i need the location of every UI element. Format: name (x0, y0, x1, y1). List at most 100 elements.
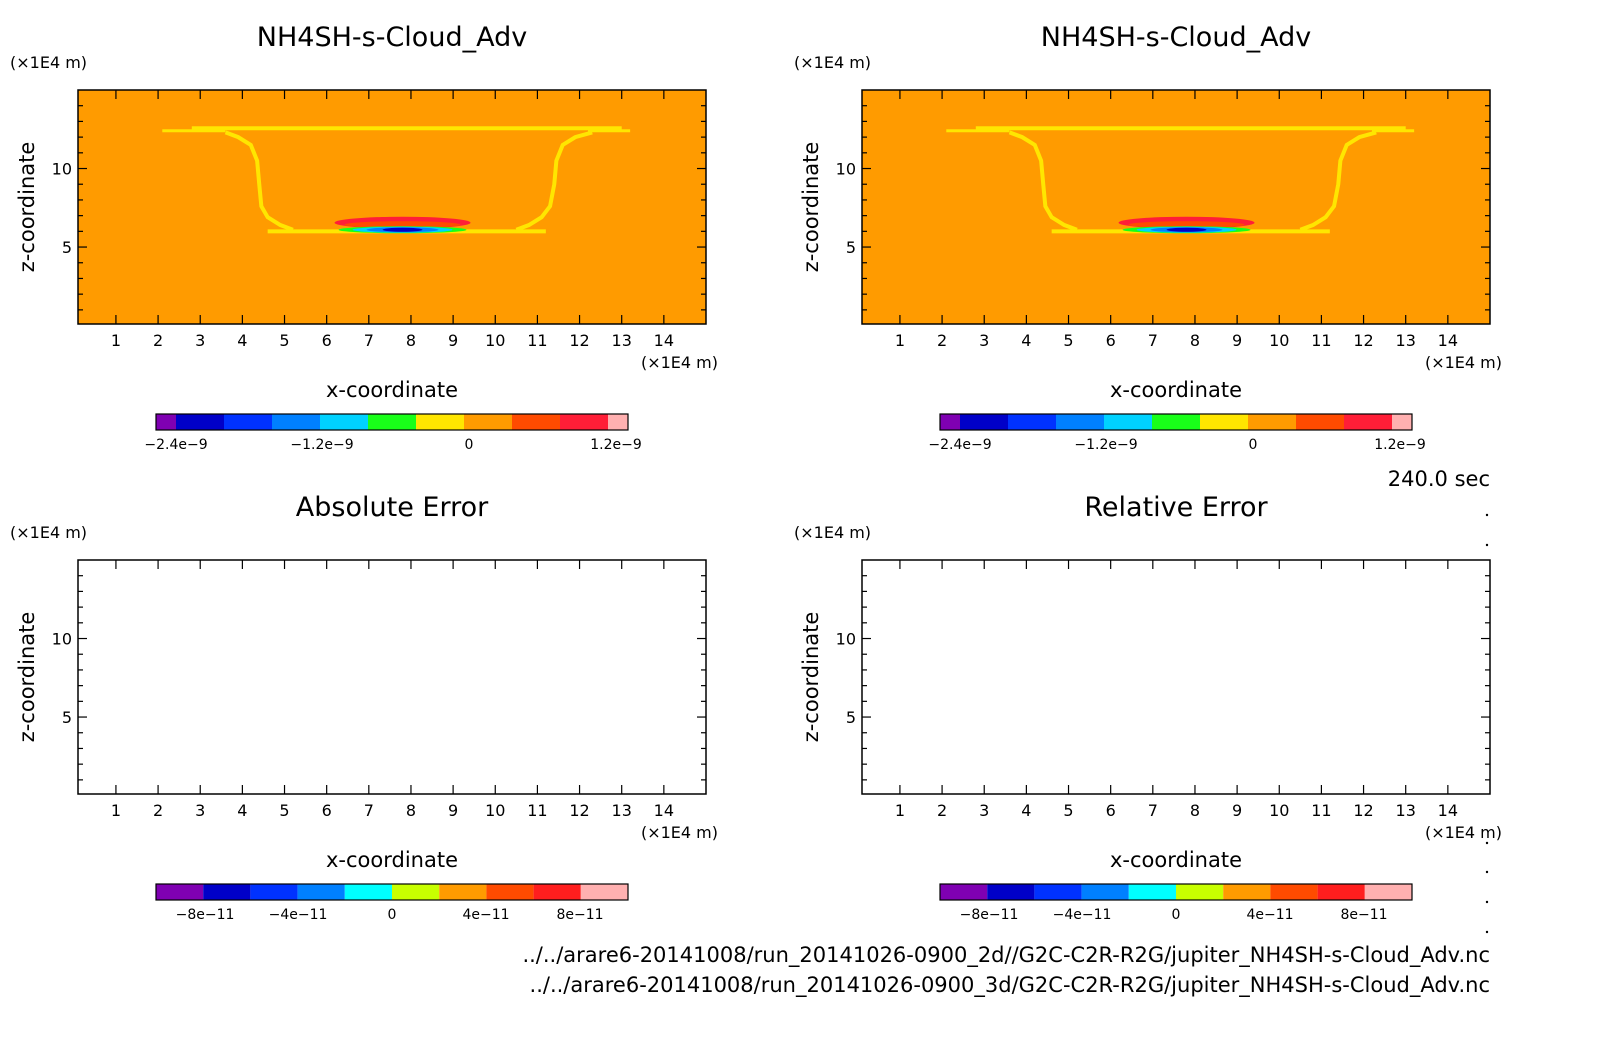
colorbar-segment (392, 884, 440, 900)
colorbar (939, 883, 1413, 901)
cloud-left-wall (224, 130, 294, 232)
x-tick-label: 12 (1353, 801, 1373, 820)
positive-core (1128, 221, 1245, 229)
colorbar-segment (1128, 884, 1176, 900)
x-axis-label: x-coordinate (326, 848, 458, 872)
plot-frame (77, 559, 707, 795)
colorbar-tick-label: 0 (388, 907, 397, 923)
x-tick-labels: 1 2 3 4 5 6 7 8 9 10 11 12 13 14 (895, 331, 1458, 350)
x-axis-label: x-coordinate (1110, 848, 1242, 872)
negative-core (382, 227, 423, 232)
colorbar-segment (1270, 884, 1318, 900)
colorbar-labels: −2.4e−9 −1.2e−9 0 1.2e−9 (144, 437, 641, 453)
colorbar-labels: −2.4e−9 −1.2e−9 0 1.2e−9 (928, 437, 1425, 453)
cloud-top-left-tip (162, 129, 226, 133)
x-tick-label: 3 (979, 801, 989, 820)
chart-title: Relative Error (1084, 492, 1268, 523)
colorbar-tick-label: 0 (1172, 907, 1181, 923)
x-tick-label: 13 (612, 331, 632, 350)
file-path-2d: ../../arare6-20141008/run_20141026-0900_… (522, 943, 1490, 968)
chart-title: NH4SH-s-Cloud_Adv (257, 22, 527, 53)
x-tick-label: 1 (895, 331, 905, 350)
colorbar-labels: −8e−11 −4e−11 0 4e−11 8e−11 (960, 907, 1388, 923)
cloud-top-left-tip (946, 129, 1010, 133)
colorbar-segment (1200, 414, 1248, 430)
y-tick-label: 5 (62, 238, 72, 257)
plot-area (862, 560, 1490, 794)
x-tick-label: 14 (654, 331, 674, 350)
cloud-field (946, 126, 1415, 234)
y-tick-label: 5 (62, 708, 72, 727)
x-tick-label: 8 (406, 331, 416, 350)
cloud-left-wall (1008, 130, 1078, 232)
x-unit-label: (×1E4 m) (641, 823, 718, 842)
colorbar-segment (960, 414, 1008, 430)
colorbar-segment (1248, 414, 1296, 430)
colorbar-tick-label: 1.2e−9 (1374, 437, 1426, 453)
time-label: 240.0 sec (1388, 467, 1490, 491)
plot-frame (861, 559, 1491, 795)
x-tick-label: 2 (153, 801, 163, 820)
colorbar-segment (512, 414, 560, 430)
x-tick-label: 12 (569, 331, 589, 350)
panel-top-left: NH4SH-s-Cloud_Adv (×1E4 m) 1 2 3 4 5 6 7 8 9 10 11… (10, 22, 718, 453)
y-tick-label: 10 (836, 160, 856, 179)
cloud-top-right-tip (1371, 129, 1415, 133)
x-tick-label: 14 (1438, 801, 1458, 820)
x-tick-label: 14 (654, 801, 674, 820)
x-tick-label: 7 (364, 331, 374, 350)
colorbar-segment (1081, 884, 1129, 900)
y-unit-label: (×1E4 m) (10, 523, 87, 542)
x-tick-label: 7 (364, 801, 374, 820)
colorbar-segment (1152, 414, 1200, 430)
x-tick-label: 9 (448, 331, 458, 350)
colorbar-segment (203, 884, 251, 900)
y-tick-label: 5 (846, 238, 856, 257)
x-tick-label: 2 (937, 331, 947, 350)
colorbar-segment (272, 414, 320, 430)
y-tick-label: 10 (836, 630, 856, 649)
colorbar-tick-label: −4e−11 (269, 907, 328, 923)
colorbar-segment (1104, 414, 1152, 430)
panel-bottom-right: Relative Error (×1E4 m) 1 2 3 4 5 6 7 8 9 10 11 12 1… (794, 492, 1502, 923)
x-tick-label: 4 (1021, 331, 1031, 350)
colorbar-segment (464, 414, 512, 430)
y-unit-label: (×1E4 m) (10, 53, 87, 72)
x-tick-label: 11 (1311, 331, 1331, 350)
colorbar-segment (1034, 884, 1082, 900)
colorbar-segment (1392, 414, 1412, 430)
x-tick-label: 12 (1353, 331, 1373, 350)
colorbar-segment (156, 884, 204, 900)
y-axis-label: z-coordinate (799, 142, 823, 273)
margin-dots (1485, 513, 1489, 934)
colorbar-frame (155, 883, 629, 901)
colorbar-segment (368, 414, 416, 430)
panel-top-right: NH4SH-s-Cloud_Adv (×1E4 m) 1 2 3 4 5 6 7 8 9 10 11… (794, 22, 1502, 453)
negative-core (1166, 227, 1207, 232)
x-tick-label: 7 (1148, 801, 1158, 820)
chart-title: NH4SH-s-Cloud_Adv (1041, 22, 1311, 53)
colorbar-segment (416, 414, 464, 430)
colorbar (155, 413, 629, 431)
x-tick-label: 5 (279, 801, 289, 820)
y-axis-label: z-coordinate (15, 142, 39, 273)
x-tick-label: 9 (1232, 331, 1242, 350)
axis-ticks (78, 90, 706, 324)
x-tick-label: 13 (612, 801, 632, 820)
file-path-3d: ../../arare6-20141008/run_20141026-0900_… (530, 973, 1490, 998)
x-tick-label: 13 (1396, 331, 1416, 350)
colorbar-segment (987, 884, 1035, 900)
x-tick-label: 2 (937, 801, 947, 820)
x-tick-label: 11 (527, 801, 547, 820)
cloud-field (162, 126, 631, 234)
colorbar-tick-label: −1.2e−9 (290, 437, 353, 453)
cloud-top-band (191, 126, 622, 131)
colorbar-tick-label: 8e−11 (556, 907, 603, 923)
x-tick-label: 13 (1396, 801, 1416, 820)
colorbar-segment (1223, 884, 1271, 900)
x-axis-label: x-coordinate (326, 378, 458, 402)
colorbar-tick-label: −2.4e−9 (144, 437, 207, 453)
colorbar-segment (940, 884, 988, 900)
x-tick-labels: 1 2 3 4 5 6 7 8 9 10 11 12 13 14 (895, 801, 1458, 820)
colorbar-segment (1008, 414, 1056, 430)
